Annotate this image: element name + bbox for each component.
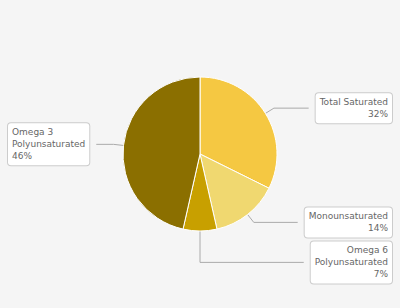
- svg-text:Omega 3: Omega 3: [12, 127, 53, 137]
- svg-text:7%: 7%: [374, 269, 389, 279]
- svg-text:32%: 32%: [368, 109, 388, 119]
- svg-text:Polyunsaturated: Polyunsaturated: [12, 139, 85, 149]
- svg-text:Polyunsaturated: Polyunsaturated: [315, 257, 388, 267]
- svg-text:Monounsaturated: Monounsaturated: [309, 211, 388, 221]
- svg-text:Total Saturated: Total Saturated: [319, 97, 388, 107]
- svg-text:Omega 6: Omega 6: [347, 245, 388, 255]
- svg-text:46%: 46%: [12, 151, 32, 161]
- svg-text:14%: 14%: [368, 223, 388, 233]
